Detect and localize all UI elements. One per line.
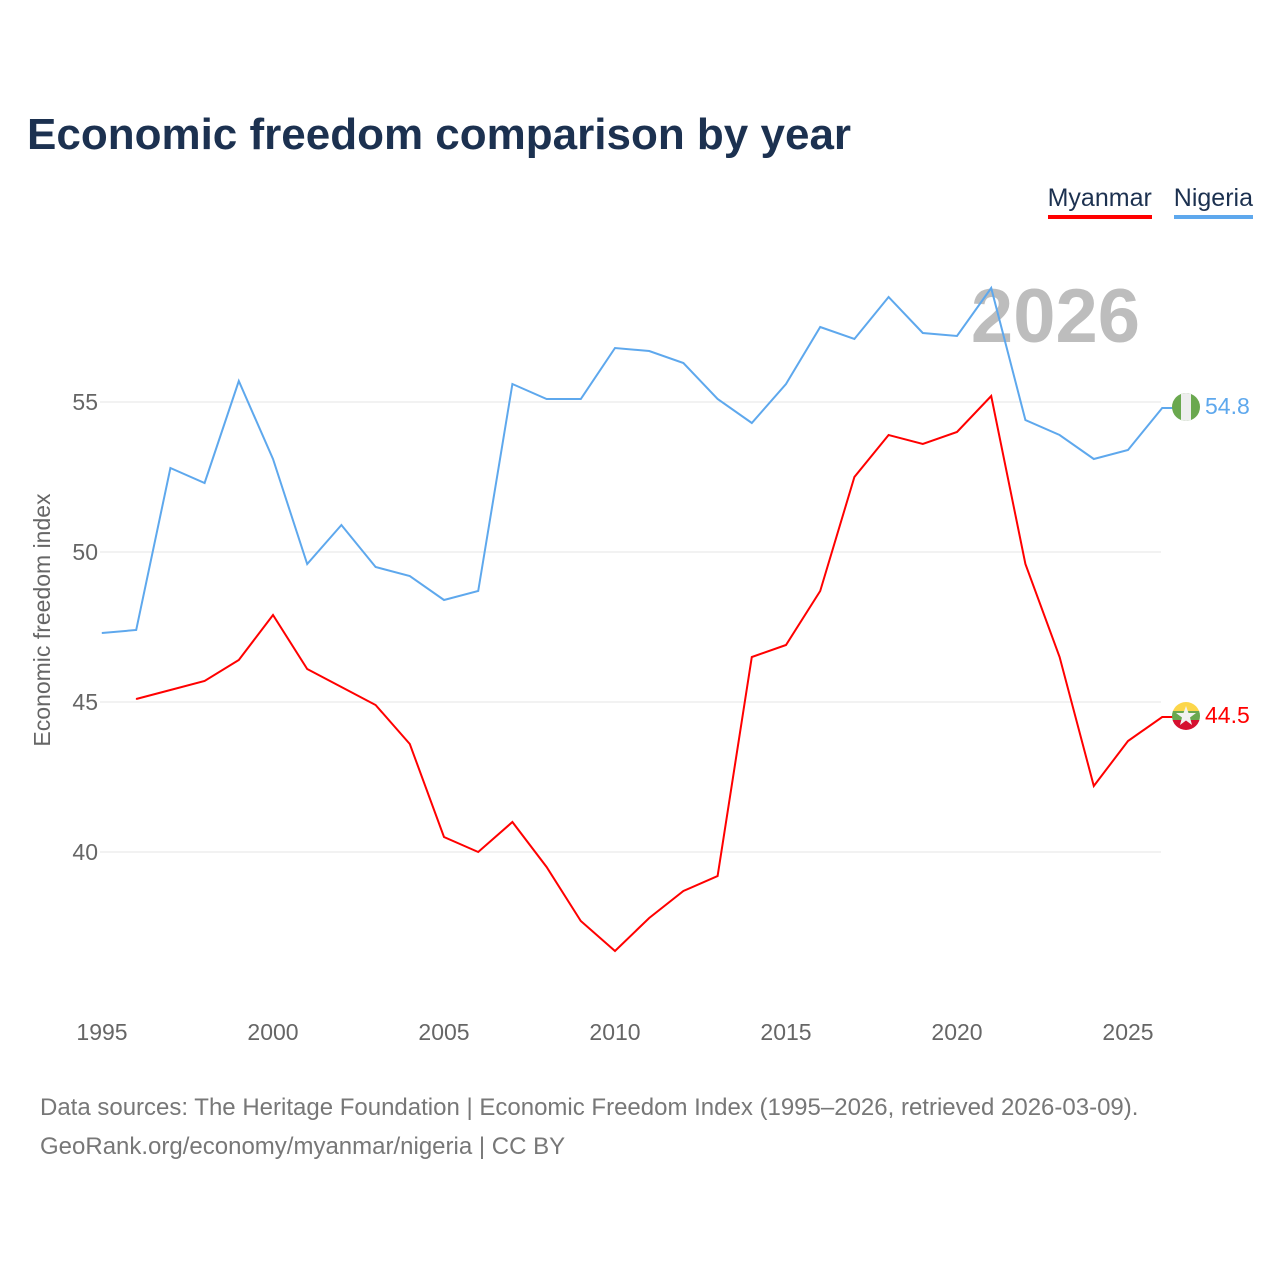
nigeria-end-label: 54.8 (1205, 393, 1250, 419)
data-point-nigeria (375, 566, 377, 568)
data-point-myanmar (1127, 740, 1129, 742)
data-point-nigeria (1093, 458, 1095, 460)
data-point-nigeria (853, 338, 855, 340)
data-point-nigeria (888, 296, 890, 298)
data-point-nigeria (511, 383, 513, 385)
data-point-myanmar (306, 668, 308, 670)
data-point-myanmar (682, 890, 684, 892)
year-watermark: 2026 (971, 274, 1140, 359)
x-tick-label: 2005 (418, 1019, 469, 1045)
data-point-myanmar (717, 875, 719, 877)
y-axis-label: Economic freedom index (29, 493, 55, 747)
data-point-nigeria (922, 332, 924, 334)
y-tick-label: 40 (72, 839, 98, 865)
data-point-myanmar (169, 689, 171, 691)
data-point-nigeria (1024, 419, 1026, 421)
data-point-nigeria (614, 347, 616, 349)
myanmar-flag-icon (1172, 702, 1200, 730)
data-point-myanmar (751, 656, 753, 658)
data-point-myanmar (1024, 563, 1026, 565)
data-point-nigeria (819, 326, 821, 328)
y-tick-label: 45 (72, 689, 98, 715)
chart-title: Economic freedom comparison by year (27, 110, 852, 159)
data-point-myanmar (135, 698, 137, 700)
data-point-nigeria (956, 335, 958, 337)
data-point-myanmar (340, 686, 342, 688)
data-point-nigeria (409, 575, 411, 577)
x-tick-label: 2010 (589, 1019, 640, 1045)
data-point-myanmar (1059, 656, 1061, 658)
data-point-nigeria (1161, 407, 1163, 409)
x-tick-label: 2015 (760, 1019, 811, 1045)
nigeria-flag-icon (1172, 393, 1200, 421)
x-tick-label: 2000 (247, 1019, 298, 1045)
data-point-nigeria (648, 350, 650, 352)
data-point-myanmar (819, 590, 821, 592)
data-point-nigeria (443, 599, 445, 601)
x-tick-label: 1995 (76, 1019, 127, 1045)
data-point-myanmar (648, 917, 650, 919)
data-point-nigeria (546, 398, 548, 400)
data-point-nigeria (169, 467, 171, 469)
data-point-myanmar (511, 821, 513, 823)
data-point-nigeria (101, 632, 103, 634)
data-point-myanmar (785, 644, 787, 646)
myanmar-end-label: 44.5 (1205, 702, 1250, 728)
data-point-nigeria (340, 524, 342, 526)
data-point-myanmar (238, 659, 240, 661)
data-point-myanmar (922, 443, 924, 445)
data-point-myanmar (477, 851, 479, 853)
data-point-nigeria (682, 362, 684, 364)
y-tick-label: 50 (72, 539, 98, 565)
data-point-nigeria (751, 422, 753, 424)
data-point-nigeria (204, 482, 206, 484)
data-point-nigeria (135, 629, 137, 631)
source-line-1: Data sources: The Heritage Foundation | … (40, 1094, 1139, 1121)
data-point-nigeria (1059, 434, 1061, 436)
y-tick-label: 55 (72, 389, 98, 415)
legend: Myanmar Nigeria (1047, 184, 1253, 219)
legend-myanmar[interactable]: Myanmar (1047, 184, 1152, 219)
source-note: Data sources: The Heritage Foundation | … (40, 1088, 1138, 1166)
data-point-myanmar (204, 680, 206, 682)
data-point-myanmar (375, 704, 377, 706)
data-point-nigeria (477, 590, 479, 592)
data-point-myanmar (990, 395, 992, 397)
series-line-myanmar (135, 393, 1174, 953)
data-point-myanmar (1093, 785, 1095, 787)
legend-nigeria[interactable]: Nigeria (1173, 184, 1253, 219)
data-point-nigeria (1127, 449, 1129, 451)
data-point-nigeria (785, 383, 787, 385)
data-point-myanmar (1161, 716, 1163, 718)
data-point-nigeria (238, 380, 240, 382)
data-point-myanmar (614, 950, 616, 952)
data-point-myanmar (443, 836, 445, 838)
data-point-myanmar (853, 476, 855, 478)
source-line-2[interactable]: GeoRank.org/economy/myanmar/nigeria | CC… (40, 1133, 566, 1160)
data-point-nigeria (717, 398, 719, 400)
x-tick-label: 2020 (931, 1019, 982, 1045)
data-point-myanmar (580, 920, 582, 922)
data-point-nigeria (990, 287, 992, 289)
x-tick-label: 2025 (1102, 1019, 1153, 1045)
data-point-myanmar (409, 743, 411, 745)
data-point-myanmar (888, 434, 890, 436)
data-point-myanmar (272, 614, 274, 616)
data-point-nigeria (580, 398, 582, 400)
data-point-myanmar (546, 866, 548, 868)
data-point-nigeria (306, 563, 308, 565)
data-point-myanmar (956, 431, 958, 433)
data-point-nigeria (272, 458, 274, 460)
